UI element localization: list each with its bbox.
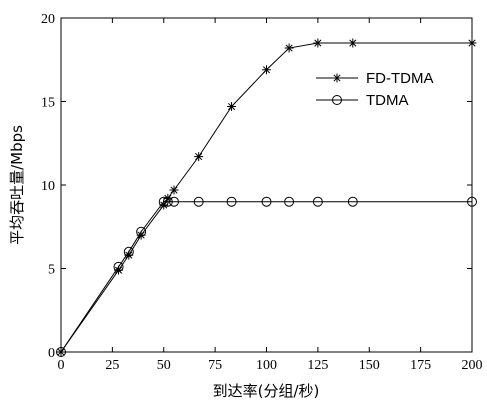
series-tdma xyxy=(56,196,477,357)
legend-item-fd-tdma: FD-TDMA xyxy=(316,70,434,87)
legend-swatch-marker xyxy=(332,73,342,83)
x-tick-label: 0 xyxy=(58,358,65,373)
legend-label: FD-TDMA xyxy=(366,70,434,87)
fd-tdma-point xyxy=(114,265,124,275)
x-tick-label: 125 xyxy=(307,358,328,373)
tdma-point xyxy=(193,196,204,207)
fd-tdma-point xyxy=(159,200,169,210)
x-tick-label: 200 xyxy=(462,358,483,373)
tdma-point xyxy=(284,196,295,207)
fd-tdma-point xyxy=(136,230,146,240)
x-tick-label: 100 xyxy=(256,358,277,373)
tdma-point xyxy=(136,226,147,237)
x-tick-label: 50 xyxy=(157,358,171,373)
tdma-point xyxy=(113,261,124,272)
tdma-point xyxy=(261,196,272,207)
tdma-point xyxy=(158,196,169,207)
fd-tdma-point xyxy=(284,43,294,53)
legend-item-tdma: TDMA xyxy=(316,92,409,109)
fd-tdma-point xyxy=(313,38,323,48)
tdma-point xyxy=(347,196,358,207)
tdma-point xyxy=(169,196,180,207)
fd-tdma-point xyxy=(169,185,179,195)
fd-tdma-point xyxy=(163,193,173,203)
fd-tdma-point xyxy=(467,38,477,48)
tdma-point xyxy=(162,196,173,207)
fd-tdma-point xyxy=(348,38,358,48)
x-tick-label: 25 xyxy=(105,358,119,373)
tdma-point xyxy=(123,246,134,257)
legend-label: TDMA xyxy=(366,92,409,109)
legend-swatch-marker xyxy=(332,95,342,105)
tdma-line xyxy=(60,201,472,353)
fd-tdma-point xyxy=(194,152,204,162)
tdma-point xyxy=(312,196,323,207)
y-tick-label: 20 xyxy=(41,12,55,27)
y-tick-label: 10 xyxy=(41,179,55,194)
series-layer xyxy=(56,38,477,357)
y-tick-label: 5 xyxy=(48,263,55,278)
axis-ticks: 0 25 50 75 100 125 150 175 200 0 5 10 15 20 xyxy=(41,12,483,373)
tdma-point xyxy=(226,196,237,207)
x-tick-label: 175 xyxy=(410,358,431,373)
x-tick-label: 150 xyxy=(359,358,380,373)
y-axis-title: 平均吞吐量/Mbps xyxy=(8,125,26,245)
tdma-point xyxy=(56,347,66,357)
fd-tdma-point xyxy=(124,250,134,260)
y-tick-label: 0 xyxy=(48,346,55,361)
y-tick-label: 15 xyxy=(41,96,55,111)
x-tick-label: 75 xyxy=(208,358,222,373)
tdma-point xyxy=(467,196,477,207)
fd-tdma-point xyxy=(262,65,271,75)
x-axis-title: 到达率(分组/秒) xyxy=(213,382,320,400)
fd-tdma-line xyxy=(60,42,472,353)
legend: FD-TDMA TDMA xyxy=(316,70,434,109)
fd-tdma-point xyxy=(227,102,237,112)
